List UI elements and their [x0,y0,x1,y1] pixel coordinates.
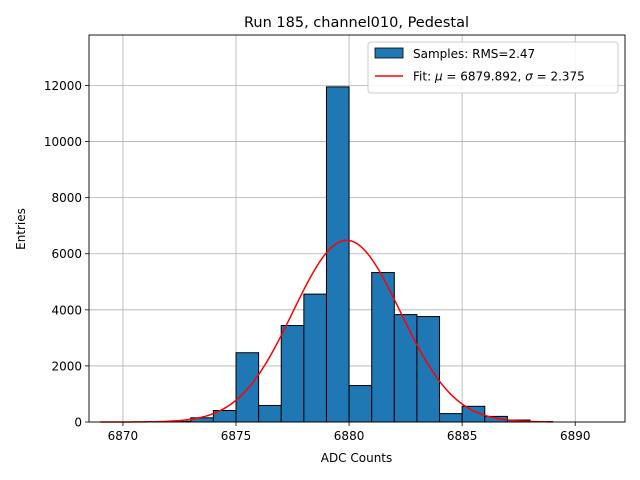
x-tick-label: 6870 [108,429,139,443]
x-tick-label: 6890 [560,429,591,443]
y-axis-label: Entries [14,208,28,250]
y-axis-ticks: 0 2000 4000 6000 8000 10000 12000 [44,79,89,430]
chart-title: Run 185, channel010, Pedestal [244,15,469,31]
histogram-bar [439,413,463,423]
legend-fit-prefix: Fit: [413,70,435,84]
legend-fit-mu-value: = 6879.892, [443,70,526,84]
x-tick-label: 6880 [334,429,365,443]
histogram-bar [303,293,327,423]
legend-samples-swatch [374,47,404,59]
x-tick-label: 6885 [447,429,478,443]
y-tick-label: 0 [74,416,82,430]
x-axis-ticks: 6870 6875 6880 6885 6890 [108,422,591,443]
x-axis-label: ADC Counts [321,451,393,465]
histogram-bar [416,316,441,423]
y-tick-label: 2000 [51,359,82,373]
histogram-bar [280,325,305,423]
histogram-bar [325,86,350,423]
histogram-bar [371,272,395,423]
histogram-bar [393,314,418,423]
y-tick-label: 8000 [51,191,82,205]
histogram-bar [348,385,373,423]
legend-fit-sigma-value: = 2.375 [533,70,585,84]
y-tick-label: 4000 [51,303,82,317]
legend-box [367,41,619,94]
legend: Samples: RMS=2.47 Fit: μ = 6879.892, σ =… [367,41,619,94]
plot-frame [88,34,626,423]
histogram-bar [258,404,282,423]
histogram-bar [235,352,260,423]
legend-fit-label: Fit: μ = 6879.892, σ = 2.375 [413,70,585,84]
x-tick-label: 6875 [221,429,252,443]
legend-samples-label: Samples: RMS=2.47 [413,47,535,61]
y-tick-label: 6000 [51,247,82,261]
y-tick-label: 10000 [44,135,82,149]
gaussian-fit-curve [100,239,553,423]
legend-fit-sigma-symbol: σ [525,70,533,84]
histogram-bars [145,86,554,423]
legend-fit-mu-symbol: μ [434,70,443,84]
y-tick-label: 12000 [44,79,82,93]
